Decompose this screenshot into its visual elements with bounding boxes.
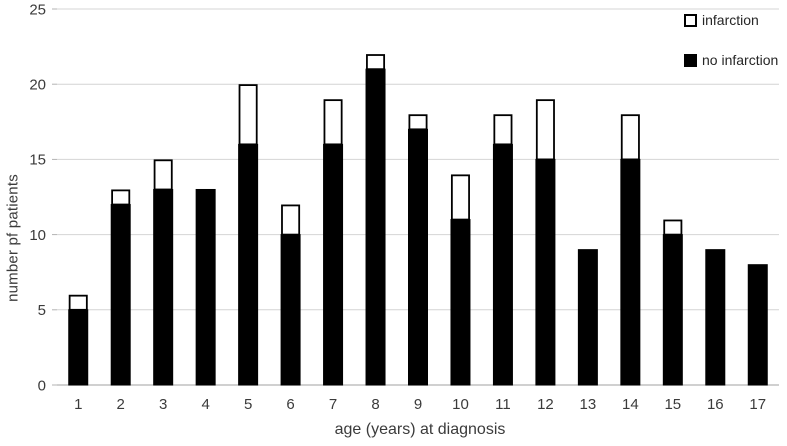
y-tick-label: 10: [29, 227, 46, 244]
x-tick-label: 17: [749, 396, 766, 413]
x-tick-label: 5: [244, 396, 252, 413]
bar-segment-no-infarction: [110, 204, 131, 386]
bar-segment-infarction: [366, 54, 386, 71]
x-axis-title: age (years) at diagnosis: [334, 421, 506, 438]
x-tick-label: 2: [117, 396, 125, 413]
x-tick-label: 8: [371, 396, 379, 413]
bar-segment-no-infarction: [747, 264, 768, 386]
bar-segment-infarction: [663, 219, 683, 236]
x-tick-label: 7: [329, 396, 337, 413]
legend-label-infarction: infarction: [702, 12, 759, 28]
bar-segment-infarction: [111, 189, 131, 206]
bar-segment-no-infarction: [620, 158, 641, 386]
y-tick-label: 5: [38, 302, 46, 319]
bar-segment-infarction: [493, 114, 513, 146]
y-tick-label: 0: [38, 377, 46, 394]
bar-segment-no-infarction: [68, 309, 89, 386]
x-tick-label: 6: [286, 396, 294, 413]
bar-segment-no-infarction: [323, 143, 344, 386]
bar-segment-infarction: [408, 114, 428, 131]
bar-segment-infarction: [68, 294, 88, 311]
x-tick-label: 11: [495, 396, 511, 413]
y-tick-label: 15: [29, 152, 46, 169]
bar-segment-infarction: [238, 84, 258, 146]
bar-segment-infarction: [535, 99, 555, 161]
x-tick-label: 3: [159, 396, 167, 413]
y-axis-title: number pf patients: [4, 174, 22, 302]
legend: infarction no infarction: [684, 12, 778, 68]
x-tick-label: 4: [201, 396, 209, 413]
bar-segment-no-infarction: [238, 143, 259, 386]
x-tick-label: 10: [452, 396, 469, 413]
y-tick-label: 25: [29, 1, 46, 18]
x-tick-label: 15: [664, 396, 681, 413]
x-tick-label: 1: [74, 396, 82, 413]
legend-item-infarction: infarction: [684, 12, 778, 28]
x-tick-label: 16: [707, 396, 724, 413]
infarction-swatch-icon: [684, 13, 697, 27]
bar-segment-infarction: [620, 114, 640, 161]
bar-segment-no-infarction: [365, 68, 386, 386]
bar-segment-no-infarction: [662, 234, 683, 386]
no-infarction-swatch-icon: [684, 53, 697, 67]
bar-segment-no-infarction: [280, 234, 301, 386]
bar-segment-infarction: [450, 174, 470, 221]
bar-segment-infarction: [153, 159, 173, 191]
x-tick-label: 14: [622, 396, 639, 413]
legend-item-no-infarction: no infarction: [684, 52, 778, 68]
bar-segment-no-infarction: [450, 219, 471, 386]
y-tick-label: 20: [29, 76, 46, 93]
bar-segment-no-infarction: [577, 249, 598, 386]
bar-segment-no-infarction: [153, 188, 174, 386]
bar-segment-no-infarction: [408, 128, 428, 386]
x-tick-label: 9: [414, 396, 422, 413]
bar-segment-no-infarction: [535, 158, 556, 386]
x-tick-label: 12: [537, 396, 554, 413]
bar-segment-no-infarction: [195, 188, 216, 386]
bar-segment-no-infarction: [492, 143, 513, 386]
legend-label-no-infarction: no infarction: [702, 52, 779, 68]
bar-segment-no-infarction: [705, 249, 726, 386]
bar-segment-infarction: [323, 99, 343, 146]
x-tick-label: 13: [580, 396, 597, 413]
bar-segment-infarction: [281, 204, 301, 236]
